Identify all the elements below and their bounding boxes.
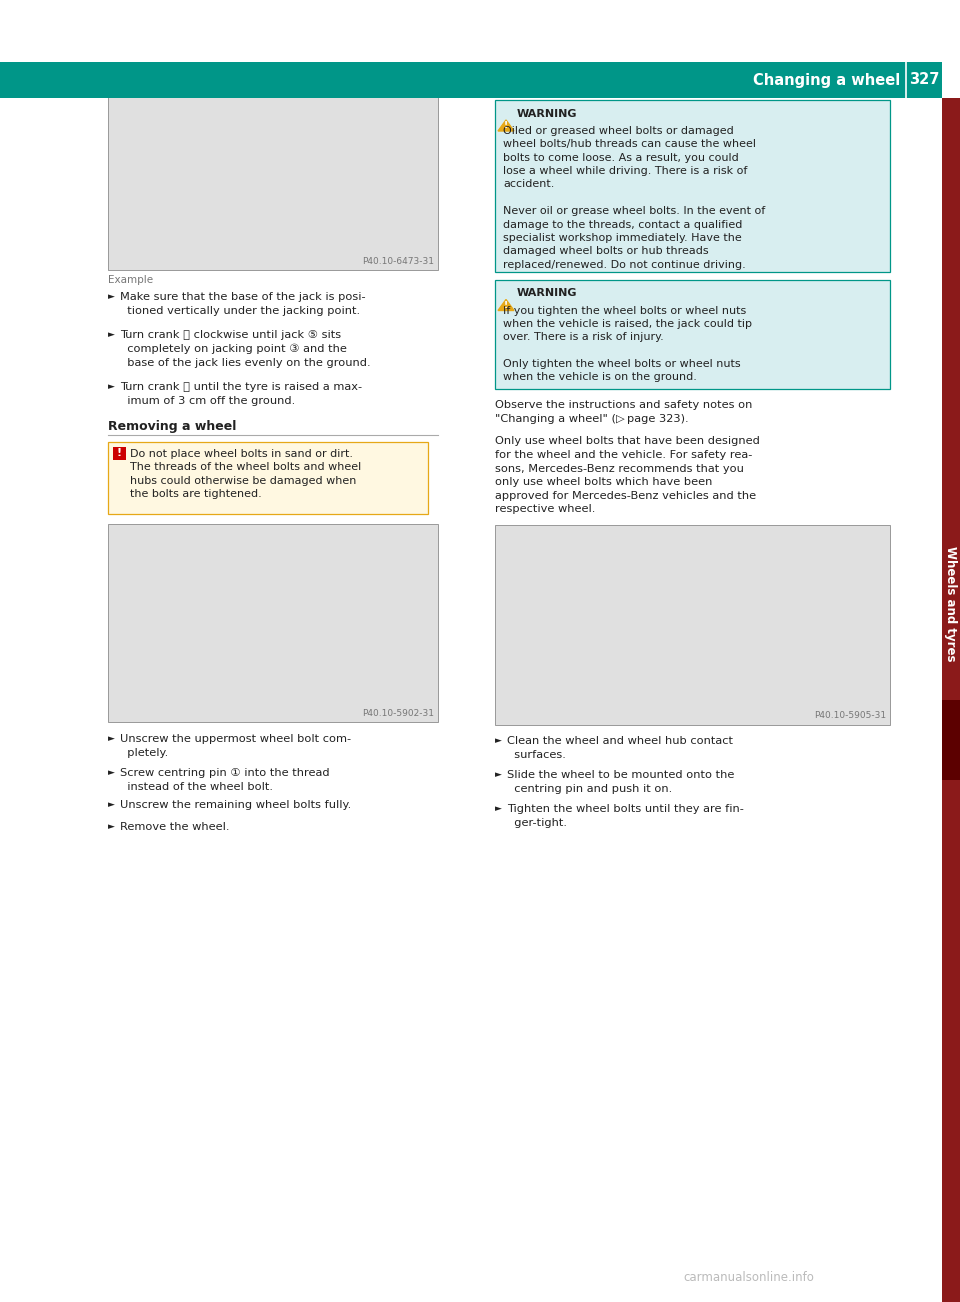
Text: If you tighten the wheel bolts or wheel nuts
when the vehicle is raised, the jac: If you tighten the wheel bolts or wheel … <box>503 306 752 383</box>
Text: WARNING: WARNING <box>517 289 578 298</box>
Bar <box>108 441 428 514</box>
Text: Clean the wheel and wheel hub contact
  surfaces.: Clean the wheel and wheel hub contact su… <box>507 737 733 760</box>
Text: P40.10-5902-31: P40.10-5902-31 <box>362 710 434 717</box>
Text: ►: ► <box>495 805 502 814</box>
Text: !: ! <box>504 121 508 130</box>
Text: Turn crank ⓔ clockwise until jack ⑤ sits
  completely on jacking point ③ and the: Turn crank ⓔ clockwise until jack ⑤ sits… <box>120 329 371 367</box>
Text: ►: ► <box>108 822 115 831</box>
Text: P40.10-6473-31: P40.10-6473-31 <box>362 256 434 266</box>
Text: Unscrew the remaining wheel bolts fully.: Unscrew the remaining wheel bolts fully. <box>120 799 351 810</box>
Text: carmanualsonline.info: carmanualsonline.info <box>684 1271 814 1284</box>
Text: Screw centring pin ① into the thread
  instead of the wheel bolt.: Screw centring pin ① into the thread ins… <box>120 768 329 792</box>
Bar <box>108 78 438 270</box>
Text: Wheels and tyres: Wheels and tyres <box>945 546 957 661</box>
Bar <box>495 100 890 272</box>
Text: Only use wheel bolts that have been designed
for the wheel and the vehicle. For : Only use wheel bolts that have been desi… <box>495 436 760 514</box>
Bar <box>942 700 960 780</box>
Text: 327: 327 <box>909 73 939 87</box>
Bar <box>495 525 890 724</box>
Text: Slide the wheel to be mounted onto the
  centring pin and push it on.: Slide the wheel to be mounted onto the c… <box>507 771 734 794</box>
Text: Unscrew the uppermost wheel bolt com-
  pletely.: Unscrew the uppermost wheel bolt com- pl… <box>120 734 351 758</box>
Text: WARNING: WARNING <box>517 109 578 118</box>
Text: ►: ► <box>108 799 115 809</box>
Bar <box>495 280 890 388</box>
Text: Example: Example <box>108 275 154 285</box>
Text: ►: ► <box>108 734 115 743</box>
Text: ►: ► <box>108 381 115 391</box>
Text: Removing a wheel: Removing a wheel <box>108 421 236 434</box>
Text: P40.10-5905-31: P40.10-5905-31 <box>814 711 886 720</box>
Bar <box>108 523 438 723</box>
Text: !: ! <box>504 301 508 310</box>
Text: Turn crank ⓔ until the tyre is raised a max-
  imum of 3 cm off the ground.: Turn crank ⓔ until the tyre is raised a … <box>120 381 362 406</box>
Bar <box>113 447 126 460</box>
Text: ►: ► <box>108 768 115 777</box>
Polygon shape <box>498 299 514 310</box>
Text: ►: ► <box>108 329 115 339</box>
Text: ►: ► <box>495 771 502 780</box>
Text: Do not place wheel bolts in sand or dirt.
The threads of the wheel bolts and whe: Do not place wheel bolts in sand or dirt… <box>130 449 361 499</box>
Text: Observe the instructions and safety notes on
"Changing a wheel" (▷ page 323).: Observe the instructions and safety note… <box>495 401 753 424</box>
Text: !: ! <box>117 448 122 458</box>
Text: Changing a wheel: Changing a wheel <box>753 73 900 87</box>
Text: Oiled or greased wheel bolts or damaged
wheel bolts/hub threads can cause the wh: Oiled or greased wheel bolts or damaged … <box>503 126 765 270</box>
Polygon shape <box>498 120 514 132</box>
Text: ►: ► <box>108 292 115 301</box>
Bar <box>0 62 942 98</box>
Text: Tighten the wheel bolts until they are fin-
  ger-tight.: Tighten the wheel bolts until they are f… <box>507 805 744 828</box>
Text: ►: ► <box>495 737 502 746</box>
Text: Fitting a new wheel: Fitting a new wheel <box>495 78 634 91</box>
Text: Make sure that the base of the jack is posi-
  tioned vertically under the jacki: Make sure that the base of the jack is p… <box>120 292 366 315</box>
Bar <box>942 98 960 1302</box>
Text: Remove the wheel.: Remove the wheel. <box>120 822 229 832</box>
